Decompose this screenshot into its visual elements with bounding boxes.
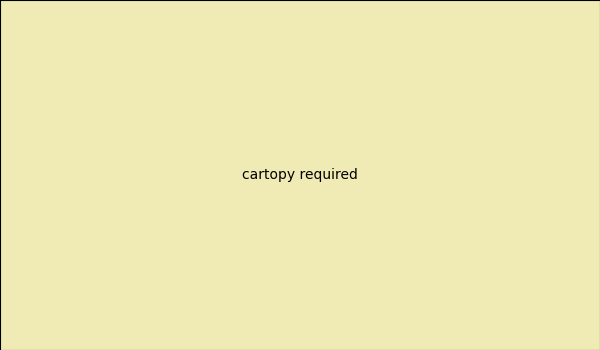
Text: cartopy required: cartopy required bbox=[242, 168, 358, 182]
